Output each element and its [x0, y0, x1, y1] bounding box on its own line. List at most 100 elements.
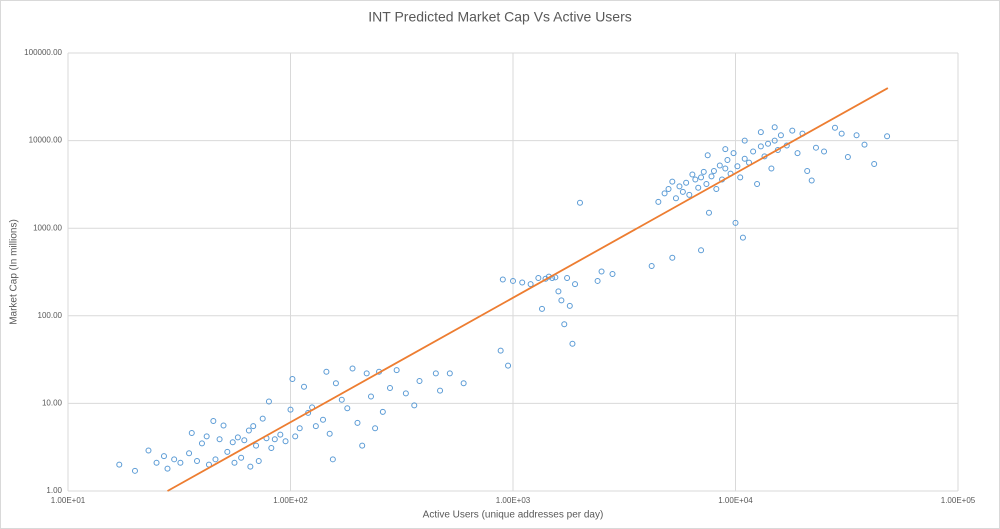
- scatter-point: [679, 188, 686, 195]
- scatter-point: [323, 368, 330, 375]
- scatter-point: [558, 297, 565, 304]
- scatter-point: [292, 433, 299, 440]
- scatter-point: [722, 165, 729, 172]
- chart-title: INT Predicted Market Cap Vs Active Users: [368, 9, 632, 25]
- scatter-point: [393, 367, 400, 374]
- scatter-point: [259, 415, 266, 422]
- scatter-point: [665, 186, 672, 193]
- scatter-point: [572, 281, 579, 288]
- scatter-point: [884, 133, 891, 140]
- scatter-point: [499, 276, 506, 283]
- scatter-point: [564, 275, 571, 282]
- y-tick-label: 1000.00: [33, 223, 62, 232]
- scatter-point: [535, 275, 542, 282]
- scatter-point: [203, 433, 210, 440]
- scatter-point: [724, 157, 731, 164]
- scatter-point: [354, 419, 361, 426]
- scatter-point: [683, 179, 690, 186]
- scatter-point: [241, 437, 248, 444]
- scatter-point: [338, 396, 345, 403]
- scatter-point: [349, 365, 356, 372]
- scatter-point: [739, 234, 746, 241]
- scatter-point: [145, 447, 152, 454]
- scatter-point: [844, 153, 851, 160]
- scatter-point: [186, 450, 193, 457]
- scatter-point: [831, 124, 838, 131]
- scatter-point: [576, 199, 583, 206]
- scatter-point: [372, 425, 379, 432]
- scatter-point: [669, 178, 676, 185]
- scatter-point: [821, 148, 828, 155]
- scatter-point: [672, 195, 679, 202]
- scatter-point: [510, 277, 516, 284]
- scatter-point: [332, 380, 339, 387]
- scatter-point: [411, 402, 418, 409]
- scatter-point: [437, 387, 444, 394]
- scatter-point: [287, 406, 294, 413]
- scatter-point: [231, 459, 238, 466]
- scatter-point: [704, 152, 711, 159]
- scatter-point: [301, 383, 308, 390]
- scatter-point: [698, 247, 705, 254]
- scatter-point: [296, 425, 303, 432]
- scatter-point: [737, 174, 744, 181]
- scatter-point: [289, 375, 296, 382]
- scatter-point: [566, 302, 573, 309]
- scatter-point: [686, 191, 693, 198]
- scatter-point: [692, 176, 699, 183]
- scatter-point: [708, 173, 715, 180]
- scatter-point: [519, 279, 526, 286]
- scatter-point: [312, 423, 319, 430]
- scatter-point: [188, 429, 195, 436]
- scatter-point: [216, 436, 223, 443]
- scatter-point: [379, 408, 386, 415]
- x-axis-label: Active Users (unique addresses per day): [423, 510, 604, 521]
- scatter-point: [804, 167, 811, 174]
- scatter-point: [198, 440, 205, 447]
- scatter-point: [754, 180, 761, 187]
- scatter-point: [789, 127, 796, 134]
- scatter-point: [598, 268, 605, 275]
- scatter-point: [609, 271, 616, 278]
- scatter-point: [131, 467, 138, 474]
- scatter-point: [838, 130, 845, 137]
- scatter-point: [713, 186, 720, 193]
- scatter-point: [271, 436, 278, 443]
- scatter-point: [741, 155, 748, 162]
- scatter-point: [277, 431, 284, 438]
- scatter-point: [538, 305, 545, 312]
- scatter-point: [808, 177, 815, 184]
- y-axis-label: Market Cap (In millions): [9, 219, 20, 325]
- x-tick-label: 1.00E+03: [496, 496, 531, 505]
- scatter-point: [460, 380, 467, 387]
- scatter-point: [282, 438, 289, 445]
- scatter-point: [703, 180, 710, 187]
- scatter-point: [812, 144, 819, 151]
- scatter-point: [794, 150, 801, 157]
- scatter-point: [164, 465, 171, 472]
- scatter-point: [245, 427, 252, 434]
- scatter-point: [594, 277, 601, 284]
- scatter-point: [212, 456, 219, 463]
- scatter-point: [234, 434, 241, 441]
- scatter-point: [732, 219, 739, 226]
- scatter-point: [861, 141, 868, 148]
- scatter-point: [177, 459, 184, 466]
- y-tick-label: 10.00: [42, 399, 63, 408]
- scatter-point: [224, 448, 231, 455]
- scatter-point: [250, 423, 257, 430]
- scatter-point: [386, 384, 393, 391]
- scatter-point: [329, 456, 336, 463]
- scatter-point: [722, 146, 729, 153]
- scatter-point: [229, 439, 236, 446]
- scatter-point: [555, 288, 562, 295]
- scatter-point: [853, 132, 860, 139]
- scatter-point: [363, 370, 370, 377]
- scatter-point: [655, 198, 662, 205]
- x-tick-label: 1.00E+01: [51, 496, 86, 505]
- scatter-point: [669, 254, 676, 261]
- scatter-point: [171, 456, 178, 463]
- scatter-point: [765, 140, 772, 147]
